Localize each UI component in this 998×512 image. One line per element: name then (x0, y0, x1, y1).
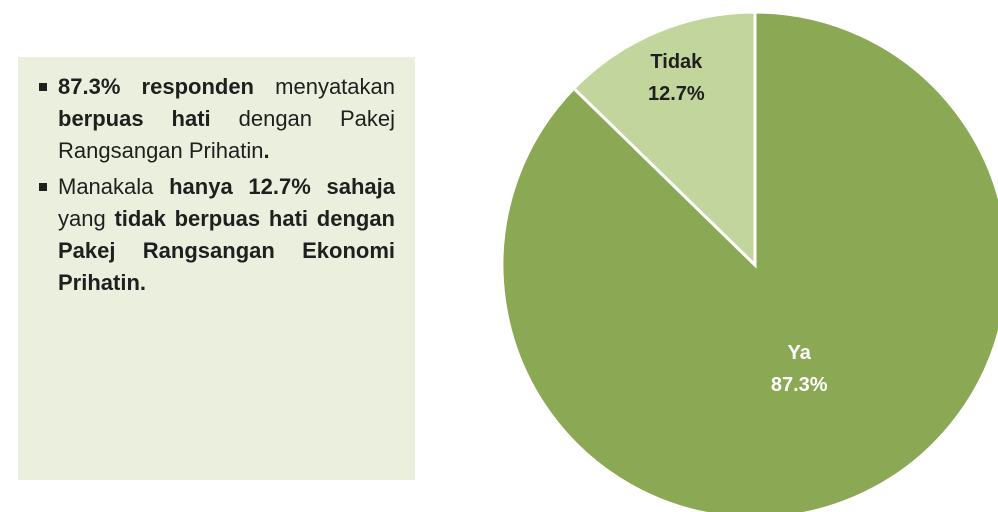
slice-label: Tidak (650, 51, 703, 73)
text-run: yang (58, 174, 402, 231)
text-run: dengan Pakej Rangsangan Prihatin (58, 106, 402, 163)
text-run: tidak berpuas hati dengan Pakej Rangsang… (58, 206, 402, 295)
bullet: Manakala hanya 12.7% sahaja yang tidak b… (38, 171, 395, 299)
bullet: 87.3% responden menyatakan berpuas hati … (38, 71, 395, 167)
text-run: . (263, 138, 270, 163)
text-run: menyatakan (254, 74, 402, 99)
bullet-list: 87.3% responden menyatakan berpuas hati … (38, 71, 395, 299)
slice-value-label: 87.3% (771, 374, 828, 396)
text-box: 87.3% responden menyatakan berpuas hati … (18, 57, 415, 480)
text-run: berpuas hati (58, 106, 211, 131)
text-run: hanya 12.7% sahaja (169, 174, 395, 199)
text-run: 87.3% responden (58, 74, 254, 99)
slice-label: Ya (788, 342, 812, 364)
text-run: Manakala (58, 174, 170, 199)
slice-value-label: 12.7% (648, 83, 705, 105)
pie-slice (571, 10, 757, 269)
